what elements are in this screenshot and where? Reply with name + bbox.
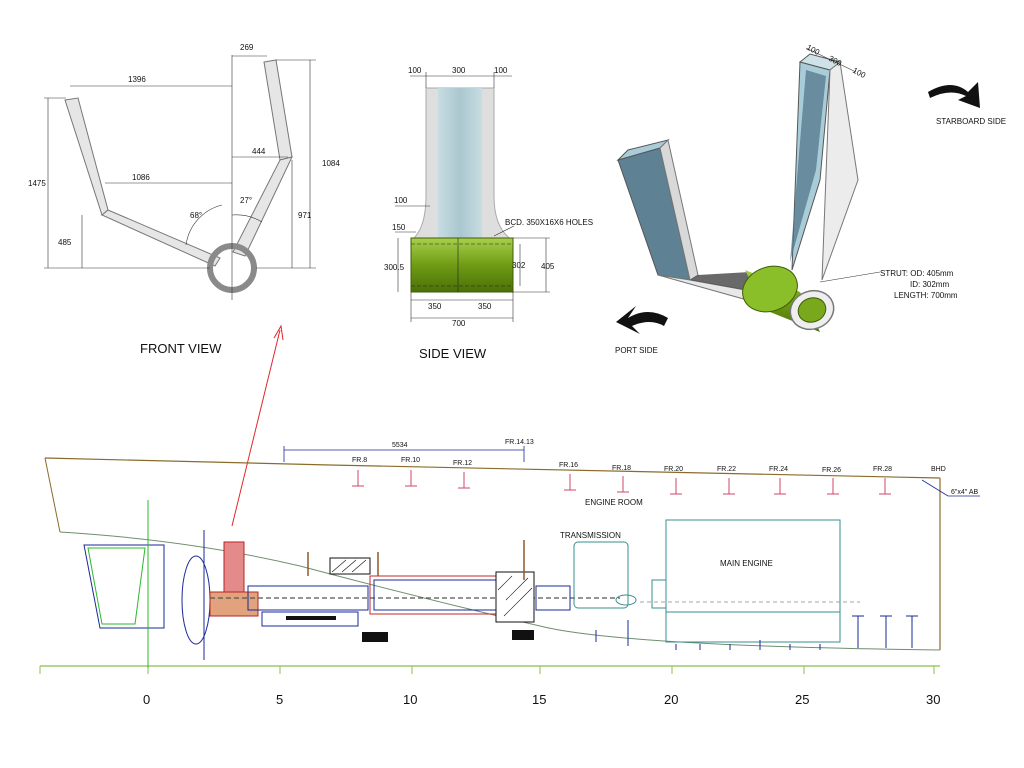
frame-24: FR.24 [769, 466, 788, 473]
bhd-label: BHD [931, 466, 946, 473]
dim-1086: 1086 [132, 173, 150, 182]
dim-1475: 1475 [28, 179, 46, 188]
axis-tick-5: 5 [276, 692, 283, 707]
side-view-caption: SIDE VIEW [419, 346, 487, 361]
port-arrow-icon [616, 306, 668, 334]
profile-dim-5534: 5534 [392, 442, 408, 449]
side-dim-neck: 100 [394, 196, 408, 205]
side-dim-fillet: 150 [392, 223, 406, 232]
angle-68: 68° [190, 211, 202, 220]
dim-485: 485 [58, 238, 72, 247]
side-dim-700: 700 [452, 319, 466, 328]
side-boss [410, 237, 514, 293]
starboard-label: STARBOARD SIDE [936, 117, 1006, 126]
axis-tick-20: 20 [664, 692, 678, 707]
side-dim-350-left: 350 [428, 302, 442, 311]
dim-444: 444 [252, 147, 266, 156]
iso-dim-3: 100 [851, 66, 867, 80]
dim-1396: 1396 [128, 75, 146, 84]
iso-view: 100 300 100 STRUT: OD: 405mm ID: 302mm L… [615, 43, 1006, 355]
front-view: 269 1396 444 1086 1475 1084 971 485 68° … [28, 43, 340, 356]
side-dim-top-right: 100 [494, 66, 508, 75]
profile-view: 5534 FR.8 FR.10 FR.12 FR.14.13 FR.16 FR.… [39, 439, 980, 707]
starboard-arrow-icon [928, 82, 980, 108]
axis-tick-0: 0 [143, 692, 150, 707]
side-dim-302: 302 [512, 261, 526, 270]
strut-spec-length: LENGTH: 700mm [894, 291, 958, 300]
angle-27: 27° [240, 196, 252, 205]
callout-arrow [231, 324, 284, 527]
axis-tick-30: 30 [926, 692, 940, 707]
side-view: 100 300 100 100 150 BCD. 350X16X6 HOLES … [384, 66, 593, 361]
dim-269: 269 [240, 43, 254, 52]
frame-22: FR.22 [717, 466, 736, 473]
front-view-caption: FRONT VIEW [140, 341, 222, 356]
side-dim-350-right: 350 [478, 302, 492, 311]
transmission-label: TRANSMISSION [560, 531, 621, 540]
port-label: PORT SIDE [615, 346, 658, 355]
dim-1084: 1084 [322, 159, 340, 168]
side-dim-405: 405 [541, 262, 555, 271]
side-dim-top-mid: 300 [452, 66, 466, 75]
frame-16: FR.16 [559, 462, 578, 469]
axis-tick-10: 10 [403, 692, 417, 707]
axis-tick-15: 15 [532, 692, 546, 707]
frame-26: FR.26 [822, 467, 841, 474]
strut-spec-id: ID: 302mm [910, 280, 949, 289]
axis-tick-25: 25 [795, 692, 809, 707]
side-dim-top-left: 100 [408, 66, 422, 75]
main-engine-label: MAIN ENGINE [720, 559, 773, 568]
side-bcd: BCD. 350X16X6 HOLES [505, 218, 593, 227]
frame-14-13: FR.14.13 [505, 439, 534, 446]
ab-label: 6"x4" AB [951, 489, 978, 496]
dim-971: 971 [298, 211, 312, 220]
frame-8: FR.8 [352, 457, 367, 464]
side-dim-300-5: 300.5 [384, 263, 405, 272]
frame-18: FR.18 [612, 465, 631, 472]
frame-28: FR.28 [873, 466, 892, 473]
frame-12: FR.12 [453, 460, 472, 467]
frame-20: FR.20 [664, 466, 683, 473]
frame-10: FR.10 [401, 457, 420, 464]
iso-dim-1: 100 [805, 43, 821, 57]
strut-spec-od: STRUT: OD: 405mm [880, 269, 954, 278]
engine-room-label: ENGINE ROOM [585, 498, 643, 507]
